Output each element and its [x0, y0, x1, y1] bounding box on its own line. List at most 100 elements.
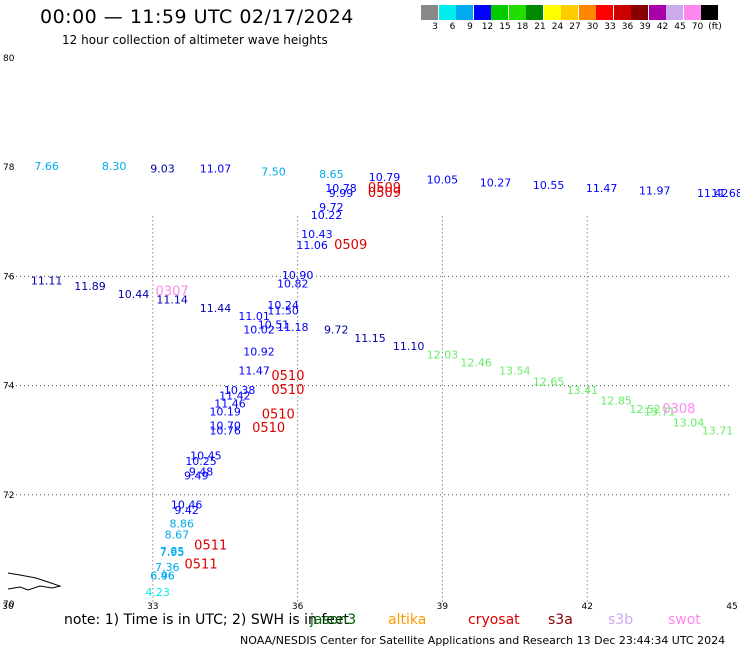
legend-label: 45 — [674, 22, 686, 32]
wave-height-label: 12.52 — [629, 403, 661, 416]
wave-height-label: 11.89 — [74, 280, 106, 293]
wave-height-label: 13.54 — [499, 365, 531, 378]
wave-height-label: 7.36 — [155, 561, 180, 574]
legend-swatch — [543, 5, 561, 20]
pass-time-label: 0510 — [271, 383, 304, 398]
wave-height-label: 11.07 — [200, 163, 232, 176]
wave-height-label: 10.38 — [224, 384, 256, 397]
wave-height-label: 10.70 — [209, 419, 241, 432]
lat-label: 70 — [3, 600, 15, 610]
legend-label: 9 — [467, 22, 473, 32]
wave-height-label: 6.46 — [150, 569, 175, 582]
legend-swatch — [683, 5, 701, 20]
pass-time-label: 0509 — [368, 186, 401, 201]
lat-label: 74 — [3, 382, 15, 392]
wave-height-label: 9.72 — [324, 324, 349, 337]
legend-swatch — [578, 5, 596, 20]
wave-height-label: 11.68 — [711, 187, 740, 200]
wave-height-label: 12.85 — [600, 395, 632, 408]
legend-swatch — [631, 5, 648, 20]
wave-height-label: 7.85 — [160, 545, 185, 558]
lat-label: 72 — [3, 491, 14, 501]
satellite-s3b: s3b — [608, 612, 634, 628]
legend-swatch — [421, 5, 438, 20]
legend-label: 15 — [499, 22, 511, 32]
legend-swatch — [456, 5, 473, 20]
wave-height-label: 11.06 — [296, 239, 328, 252]
wave-height-label: 10.05 — [427, 174, 459, 187]
pass-time-label: 0511 — [185, 558, 218, 573]
pass-time-label: 0510 — [252, 421, 285, 436]
wave-height-label: 10.46 — [171, 498, 203, 511]
legend-swatch — [561, 5, 578, 20]
lon-label: 42 — [581, 602, 592, 610]
wave-height-label: 9.48 — [189, 466, 214, 479]
wave-height-label: 10.27 — [480, 176, 512, 189]
legend-label: 3 — [432, 22, 438, 32]
satellite-s3a: s3a — [548, 612, 573, 628]
wave-height-label: 13.71 — [644, 406, 676, 419]
legend-label: 30 — [586, 22, 599, 32]
wave-height-label: 10.82 — [277, 277, 309, 290]
wave-height-label: 10.02 — [243, 324, 275, 337]
wave-height-label: 13.71 — [702, 425, 734, 438]
wave-height-label: 13.04 — [673, 417, 705, 430]
satellite-swot: swot — [668, 612, 701, 628]
page-subtitle: 12 hour collection of altimeter wave hei… — [62, 33, 328, 47]
legend-label: 21 — [534, 22, 546, 32]
wave-height-label: 9.72 — [319, 201, 344, 214]
wave-height-label: 10.76 — [209, 425, 241, 438]
legend-swatch — [596, 5, 613, 20]
legend-label: 70 — [691, 22, 704, 32]
legend-swatch — [648, 5, 666, 20]
wave-height-label: 10.79 — [369, 171, 401, 184]
wave-height-label: 11.44 — [200, 302, 232, 315]
page-title: 00:00 — 11:59 UTC 02/17/2024 — [40, 6, 354, 28]
wave-height-label: 11.47 — [238, 365, 270, 378]
wave-height-label: 11.97 — [639, 185, 671, 198]
wave-height-label: 7.95 — [160, 546, 185, 559]
legend-label: 36 — [621, 22, 634, 32]
legend-label: 39 — [639, 22, 651, 32]
pass-time-label: 0511 — [194, 538, 227, 553]
legend-label: 27 — [569, 22, 581, 32]
lon-label: 39 — [437, 602, 449, 610]
wave-height-label: 11.15 — [354, 332, 386, 345]
wave-height-label: 8.65 — [319, 168, 344, 181]
legend-swatch — [473, 5, 491, 20]
wave-height-label: 11.50 — [267, 305, 299, 318]
wave-height-label: 11.46 — [214, 397, 246, 410]
wave-height-label: 9.99 — [329, 187, 354, 200]
satellite-cryosat: cryosat — [468, 612, 520, 628]
legend-swatch — [526, 5, 543, 20]
legend-label: 18 — [516, 22, 529, 32]
pass-time-label: 0308 — [662, 402, 695, 417]
wave-height-label: 10.25 — [185, 455, 217, 468]
wave-height-label: 7.50 — [261, 165, 286, 178]
wave-height-label: 10.55 — [533, 179, 565, 192]
wave-height-label: 13.41 — [567, 384, 599, 397]
wave-height-label: 10.19 — [209, 406, 241, 419]
footer-note: note: 1) Time is in UTC; 2) SWH is in fe… — [64, 612, 350, 628]
satellite-jason3: jason3 — [310, 612, 357, 628]
lon-label: 36 — [292, 602, 304, 610]
pass-time-label: 0510 — [262, 407, 295, 422]
wave-height-label: 10.24 — [267, 299, 299, 312]
wave-height-label: 11.01 — [238, 310, 270, 323]
wave-height-label: 6.96 — [150, 569, 175, 582]
legend-swatch — [438, 5, 456, 20]
pass-time-label: 0510 — [271, 369, 304, 384]
wave-height-label: 7.66 — [34, 160, 59, 173]
legend-label: 6 — [449, 22, 456, 32]
wave-height-label: 12.46 — [460, 356, 492, 369]
wave-height-label: 9.42 — [174, 504, 199, 517]
lat-label: 76 — [3, 272, 15, 282]
wave-height-label: 12.65 — [533, 376, 565, 389]
pass-time-label: 0509 — [368, 181, 401, 196]
legend-label: 33 — [604, 22, 616, 32]
wave-height-label: 10.92 — [243, 346, 275, 359]
wave-height-label: 8.86 — [170, 518, 195, 531]
wave-height-label: 10.44 — [118, 288, 150, 301]
wave-height-label: 11.42 — [219, 389, 251, 402]
lat-label: 80 — [3, 54, 15, 64]
